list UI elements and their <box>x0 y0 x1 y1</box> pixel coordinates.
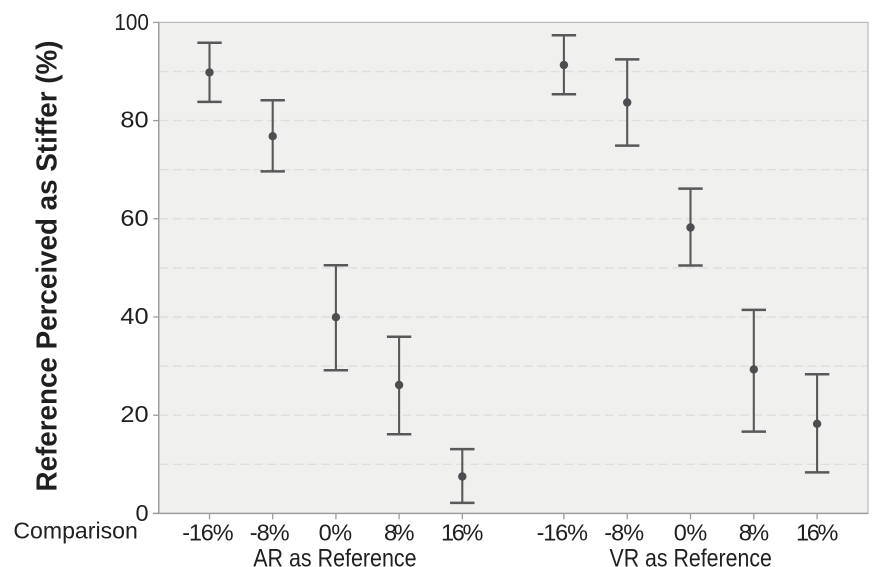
svg-text:40: 40 <box>120 303 148 329</box>
svg-text:-8%: -8% <box>250 519 290 545</box>
svg-text:0%: 0% <box>674 519 708 545</box>
svg-text:60: 60 <box>120 205 148 231</box>
svg-text:0%: 0% <box>319 519 353 545</box>
svg-text:0: 0 <box>136 500 149 526</box>
svg-text:20: 20 <box>120 401 148 427</box>
svg-text:8%: 8% <box>739 519 770 545</box>
svg-text:VR as Reference: VR as Reference <box>610 544 772 567</box>
svg-text:80: 80 <box>120 107 148 133</box>
svg-text:16%: 16% <box>796 519 838 545</box>
svg-text:-8%: -8% <box>604 519 644 545</box>
svg-text:100: 100 <box>114 9 149 35</box>
svg-text:8%: 8% <box>384 519 415 545</box>
svg-text:16%: 16% <box>441 519 483 545</box>
svg-text:Comparison: Comparison <box>13 518 137 544</box>
svg-text:Reference Perceived as Stiffer: Reference Perceived as Stiffer (%) <box>32 41 64 492</box>
svg-text:-16%: -16% <box>182 519 233 545</box>
svg-text:AR as Reference: AR as Reference <box>253 544 416 567</box>
svg-text:-16%: -16% <box>537 519 588 545</box>
